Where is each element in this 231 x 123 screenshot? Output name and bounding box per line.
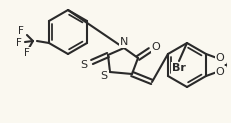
Text: F: F (16, 38, 22, 48)
Text: F: F (18, 26, 24, 36)
Text: O: O (152, 42, 160, 52)
Text: Br: Br (172, 63, 186, 73)
Text: F: F (24, 48, 30, 58)
Text: S: S (100, 71, 108, 81)
Text: O: O (216, 53, 225, 63)
Text: N: N (120, 37, 128, 47)
Text: S: S (80, 60, 88, 70)
Text: O: O (216, 67, 225, 77)
